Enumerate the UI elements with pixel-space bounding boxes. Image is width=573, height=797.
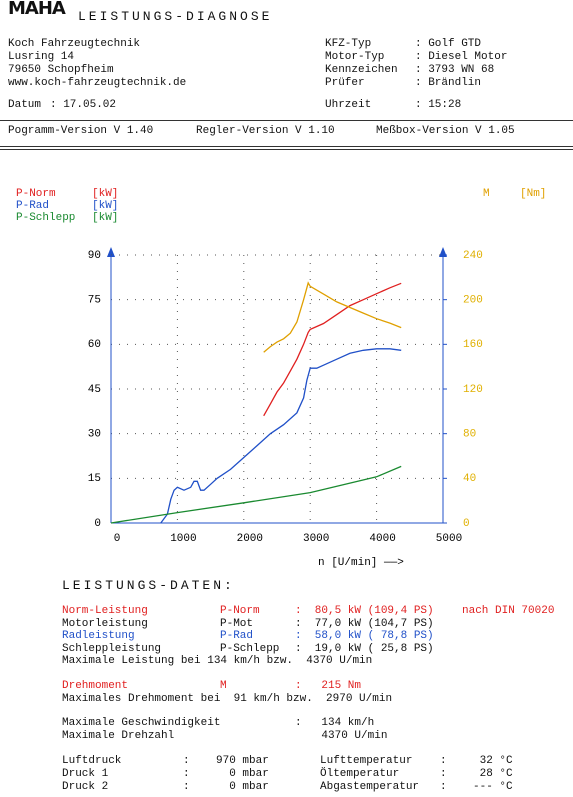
legend-name: P-Schlepp — [16, 212, 75, 224]
result-value: : 215 Nm — [295, 680, 362, 692]
version: Regler-Version V 1.10 — [196, 125, 335, 137]
field-value: : Golf GTD — [415, 38, 482, 50]
y2-tick-label: 200 — [463, 295, 483, 307]
y-tick-label: 45 — [88, 384, 101, 396]
rule — [0, 146, 573, 147]
condition-value: : 28 °C — [440, 768, 513, 780]
result-note: nach DIN 70020 — [462, 605, 555, 617]
field-value: : 3793 WN 68 — [415, 64, 495, 76]
y-tick-label: 15 — [88, 473, 101, 485]
y-tick-label: 90 — [88, 250, 101, 262]
data-line — [263, 281, 402, 353]
field-value: : 15:28 — [415, 99, 462, 111]
legend-name: M — [483, 188, 490, 200]
result-label: Motorleistung — [62, 618, 148, 630]
legend-name: P-Norm — [16, 188, 56, 200]
condition-value: : --- °C — [440, 781, 513, 793]
field-label: Datum — [8, 99, 42, 111]
result-value: 4370 U/min — [295, 730, 388, 742]
field-label: Kennzeichen — [325, 64, 398, 76]
y-tick-label: 60 — [88, 339, 101, 351]
version: Pogramm-Version V 1.40 — [8, 125, 154, 137]
field-value: : Brändlin — [415, 77, 482, 89]
y2-tick-label: 80 — [463, 429, 476, 441]
result-label: Schleppleistung — [62, 643, 162, 655]
legend-unit: [kW] — [92, 212, 118, 224]
result-label: Drehmoment — [62, 680, 129, 692]
result-label: Norm-Leistung — [62, 605, 148, 617]
result-label: Maximales Drehmoment bei 91 km/h bzw. 29… — [62, 693, 393, 705]
result-value: : 77,0 kW (104,7 PS) — [295, 618, 434, 630]
field-value: : 17.05.02 — [50, 99, 117, 111]
result-label: Maximale Geschwindigkeit — [62, 717, 221, 729]
result-label: Radleistung — [62, 630, 135, 642]
x-tick-label: 0 — [114, 533, 121, 545]
result-symbol: P-Mot — [220, 618, 254, 630]
logo: MAHA — [8, 0, 66, 19]
x-tick-label: 5000 — [436, 533, 462, 545]
data-line — [160, 348, 402, 524]
page-title: LEISTUNGS-DIAGNOSE — [78, 9, 273, 24]
rule — [0, 120, 573, 121]
result-value: : 134 km/h — [295, 717, 375, 729]
condition-label: Abgastemperatur — [320, 781, 420, 793]
x-tick-label: 2000 — [237, 533, 263, 545]
condition-value: : 0 mbar — [183, 781, 269, 793]
condition-label: Öltemperatur — [320, 768, 400, 780]
address-line: Koch Fahrzeugtechnik — [8, 38, 141, 50]
chart: 0 15 30 45 60 75 90 0 40 80 120 160 200 240 0 1000 2000 3… — [16, 188, 546, 569]
y-tick-label: 30 — [88, 429, 101, 441]
condition-value: : 0 mbar — [183, 768, 269, 780]
y2-tick-label: 160 — [463, 339, 483, 351]
data-line — [263, 282, 402, 417]
result-value: : 19,0 kW ( 25,8 PS) — [295, 643, 434, 655]
data-line — [110, 465, 402, 524]
y-tick-label: 75 — [88, 295, 101, 307]
x-tick-label: 1000 — [170, 533, 196, 545]
axis-arrow — [107, 247, 115, 257]
condition-value: : 970 mbar — [183, 755, 269, 767]
condition-label: Lufttemperatur — [320, 755, 413, 767]
x-tick-label: 4000 — [369, 533, 395, 545]
x-axis-label: n [U/min] ——> — [318, 557, 404, 569]
legend-unit: [kW] — [92, 200, 118, 212]
legend-unit: [Nm] — [520, 188, 546, 200]
result-symbol: P-Rad — [220, 630, 254, 642]
result-symbol: M — [220, 680, 227, 692]
condition-label: Druck 1 — [62, 768, 109, 780]
result-value: : 58,0 kW ( 78,8 PS) — [295, 630, 434, 642]
result-symbol: P-Schlepp — [220, 643, 280, 655]
result-label: Maximale Leistung bei 134 km/h bzw. 4370… — [62, 655, 373, 667]
condition-value: : 32 °C — [440, 755, 513, 767]
field-value: : Diesel Motor — [415, 51, 508, 63]
result-symbol: P-Norm — [220, 605, 260, 617]
y2-tick-label: 0 — [463, 518, 470, 530]
address-line: www.koch-fahrzeugtechnik.de — [8, 77, 187, 89]
field-label: Prüfer — [325, 77, 365, 89]
y-tick-label: 0 — [94, 518, 101, 530]
address-line: 79650 Schopfheim — [8, 64, 114, 76]
version: Meßbox-Version V 1.05 — [376, 125, 515, 137]
rule — [0, 149, 573, 150]
result-value: : 80,5 kW (109,4 PS) — [295, 605, 434, 617]
field-label: Motor-Typ — [325, 51, 385, 63]
section-title: LEISTUNGS-DATEN: — [62, 578, 235, 593]
legend-name: P-Rad — [16, 200, 49, 212]
legend-unit: [kW] — [92, 188, 118, 200]
condition-label: Luftdruck — [62, 755, 122, 767]
x-tick-label: 3000 — [303, 533, 329, 545]
result-label: Maximale Drehzahl — [62, 730, 175, 742]
y2-tick-label: 120 — [463, 384, 483, 396]
condition-label: Druck 2 — [62, 781, 109, 793]
address-line: Lusring 14 — [8, 51, 75, 63]
field-label: Uhrzeit — [325, 99, 372, 111]
y2-tick-label: 240 — [463, 250, 483, 262]
field-label: KFZ-Typ — [325, 38, 372, 50]
y2-tick-label: 40 — [463, 473, 476, 485]
